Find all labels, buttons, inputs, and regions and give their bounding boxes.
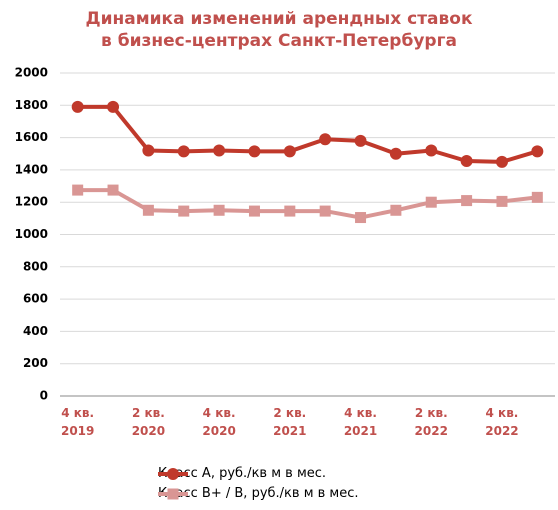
point xyxy=(425,196,437,208)
x-tick-label: 4 кв. 2020 xyxy=(202,406,236,438)
legend-label: Класс А, руб./кв м в мес. xyxy=(158,466,327,481)
point xyxy=(390,204,402,216)
legend-swatch xyxy=(158,468,188,480)
y-tick-label: 800 xyxy=(23,259,48,273)
point xyxy=(355,212,367,224)
y-tick-label: 1600 xyxy=(15,130,48,144)
y-tick-label: 0 xyxy=(40,389,48,403)
y-tick-label: 200 xyxy=(23,356,48,370)
point xyxy=(72,184,84,196)
x-tick-label: 4 кв. 2019 xyxy=(60,406,95,438)
x-tick-label: 2 кв. 2020 xyxy=(131,406,166,438)
point xyxy=(319,205,331,217)
legend-marker xyxy=(167,468,179,480)
point xyxy=(460,155,473,168)
y-tick-label: 1200 xyxy=(15,195,48,209)
point xyxy=(178,205,190,217)
x-tick-label: 2 кв. 2021 xyxy=(273,406,307,438)
point xyxy=(389,147,402,160)
legend-item: Класс В+ / В, руб./кв м в мес. xyxy=(158,486,359,501)
legend-label: Класс В+ / В, руб./кв м в мес. xyxy=(158,486,359,501)
point xyxy=(531,191,543,203)
point xyxy=(142,204,154,216)
point xyxy=(495,155,508,168)
point xyxy=(496,195,508,207)
y-tick-label: 400 xyxy=(23,324,48,338)
point xyxy=(71,100,84,113)
x-tick-label: 2 кв. 2022 xyxy=(414,406,448,438)
y-tick-label: 1400 xyxy=(15,162,48,176)
point xyxy=(461,195,473,207)
point xyxy=(425,144,438,157)
point xyxy=(107,100,120,113)
legend-swatch xyxy=(158,488,188,500)
point xyxy=(354,134,367,147)
point xyxy=(142,144,155,157)
y-tick-label: 600 xyxy=(23,292,48,306)
chart-title: Динамика изменений арендных ставок в биз… xyxy=(85,9,473,51)
point xyxy=(248,145,261,158)
point xyxy=(248,205,260,217)
point xyxy=(177,145,190,158)
point xyxy=(283,145,296,158)
legend-marker xyxy=(167,488,179,500)
point xyxy=(213,144,226,157)
y-tick-label: 2000 xyxy=(15,66,48,80)
point xyxy=(107,184,119,196)
point xyxy=(319,133,332,146)
point xyxy=(213,204,225,216)
x-tick-label: 4 кв. 2022 xyxy=(485,406,519,438)
x-tick-label: 4 кв. 2021 xyxy=(343,406,378,438)
point xyxy=(284,205,296,217)
y-tick-label: 1000 xyxy=(15,227,48,241)
point xyxy=(531,145,544,158)
y-tick-label: 1800 xyxy=(15,98,48,112)
legend-item: Класс А, руб./кв м в мес. xyxy=(158,466,326,481)
series-line xyxy=(77,188,538,220)
